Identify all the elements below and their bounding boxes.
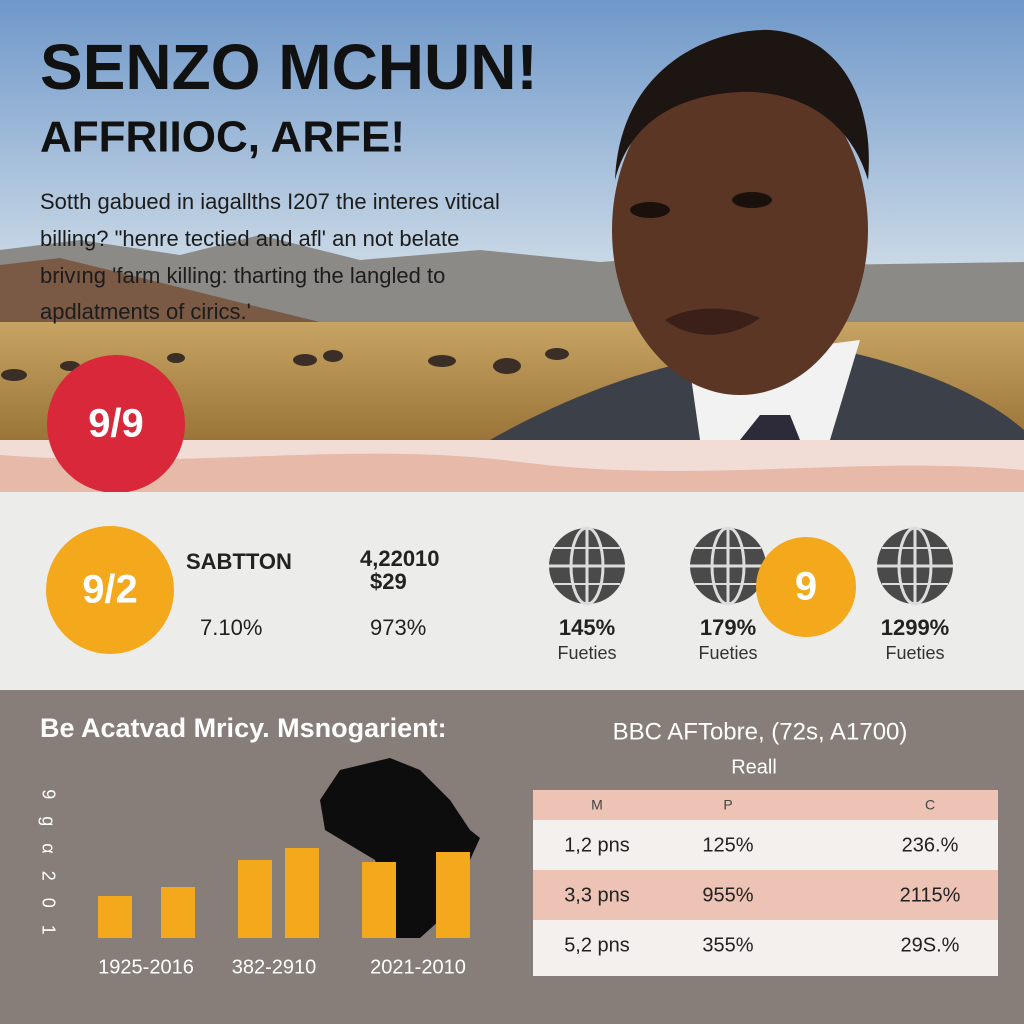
table-row <box>533 920 998 976</box>
table-title: BBC AFTobre, (72s, A1700) <box>613 718 908 745</box>
globe-label: Fueties <box>885 643 944 663</box>
table-cell: 5,2 pns <box>564 934 630 956</box>
stat-value: 973% <box>370 615 426 640</box>
table-cell: 3,3 pns <box>564 884 630 906</box>
globe-label: Fueties <box>557 643 616 663</box>
globe-value: 1299% <box>881 615 950 640</box>
badge <box>46 526 174 654</box>
table-cell: 2115% <box>900 884 961 906</box>
table-cell: 29S.% <box>901 934 960 956</box>
stat-value: 7.10% <box>200 615 262 640</box>
chart-title: Be Acatvad Mricy. Msnogarient: <box>40 713 447 743</box>
bar <box>362 862 396 938</box>
badge-text: 9/2 <box>82 568 138 612</box>
x-label: 382-2910 <box>232 956 317 978</box>
table-header: P <box>723 797 732 813</box>
bar <box>161 887 195 938</box>
animals <box>1 348 569 381</box>
body-line: Sotth gabued in iagallths I207 the inter… <box>40 189 500 214</box>
face <box>612 65 868 395</box>
table-cell: 355% <box>702 934 753 956</box>
subtitle: AFFRIIOC, ARFE! <box>40 113 405 162</box>
table-cell: 955% <box>702 884 753 906</box>
bar <box>98 896 132 938</box>
wave <box>0 453 1024 492</box>
eye <box>732 192 772 208</box>
table-cell: 236.% <box>902 834 959 856</box>
table-row <box>533 870 998 920</box>
table-header: M <box>591 797 603 813</box>
table-row <box>533 820 998 870</box>
table-header: C <box>925 797 935 813</box>
stat-label: SABTTON <box>186 549 292 574</box>
stat-amount: $29 <box>370 569 407 594</box>
globe-label: Fueties <box>698 643 757 663</box>
bar <box>238 860 272 938</box>
tie <box>740 415 800 440</box>
bar <box>285 848 319 938</box>
badge-text: 9/9 <box>88 402 144 446</box>
title: SENZO MCHUN! <box>40 31 538 103</box>
badge-text: 9 <box>795 565 817 609</box>
table-subtitle: Reall <box>731 756 777 778</box>
mouth <box>665 308 760 335</box>
badge <box>756 537 856 637</box>
hill <box>0 258 320 330</box>
stat-amount: 4,22010 <box>360 546 440 571</box>
hair <box>615 29 869 180</box>
table-header-row <box>533 790 998 820</box>
axis-label: 9 g α 2 0 1 <box>38 789 58 940</box>
table-cell: 125% <box>702 834 753 856</box>
eye <box>630 202 670 218</box>
globe-value: 145% <box>559 615 615 640</box>
table-cell: 1,2 pns <box>564 834 630 856</box>
x-label: 1925-2016 <box>98 956 194 978</box>
body-line: brivıng 'farm killing: tharting the lang… <box>40 263 445 288</box>
body-line: apdlatments of cirics.' <box>40 299 251 324</box>
body-line: billing? "henre tectied and afl' an not … <box>40 226 459 251</box>
badge <box>47 355 185 493</box>
globe-value: 179% <box>700 615 756 640</box>
x-label: 2021-2010 <box>370 956 466 978</box>
bar <box>436 852 470 938</box>
